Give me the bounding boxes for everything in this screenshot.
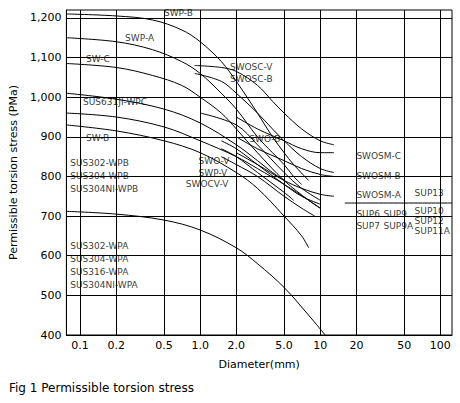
svg-text:Fig 1 Permissible torsion stre: Fig 1 Permissible torsion stress xyxy=(9,381,194,395)
svg-text:SWP-B: SWP-B xyxy=(164,8,193,18)
svg-text:5.0: 5.0 xyxy=(275,339,293,352)
svg-text:50: 50 xyxy=(397,339,411,352)
svg-text:SUP13: SUP13 xyxy=(415,188,444,198)
svg-text:SUS304NI-WPA: SUS304NI-WPA xyxy=(70,280,138,290)
svg-text:SUP11A: SUP11A xyxy=(415,226,451,236)
svg-text:SUP10: SUP10 xyxy=(415,206,444,216)
svg-text:SWOSC-V: SWOSC-V xyxy=(230,62,273,72)
svg-text:SUP7: SUP7 xyxy=(356,221,379,231)
svg-text:SUP9A: SUP9A xyxy=(383,221,413,231)
svg-text:0.1: 0.1 xyxy=(71,339,89,352)
svg-text:100: 100 xyxy=(430,339,451,352)
svg-text:500: 500 xyxy=(40,289,61,302)
svg-text:SUS302-WPB: SUS302-WPB xyxy=(70,158,129,168)
svg-text:2.0: 2.0 xyxy=(228,339,246,352)
svg-text:400: 400 xyxy=(40,329,61,342)
svg-text:SWOSC-B: SWOSC-B xyxy=(230,74,273,84)
svg-text:900: 900 xyxy=(40,130,61,143)
svg-text:10: 10 xyxy=(313,339,327,352)
svg-text:SUS304-WPB: SUS304-WPB xyxy=(70,171,129,181)
svg-text:SWOSM-C: SWOSM-C xyxy=(356,151,401,161)
svg-text:SUS316-WPA: SUS316-WPA xyxy=(70,267,129,277)
svg-text:SUS304-WPA: SUS304-WPA xyxy=(70,254,129,264)
svg-text:0.5: 0.5 xyxy=(155,339,173,352)
svg-text:1,100: 1,100 xyxy=(30,51,62,64)
svg-text:SUS304NI-WPB: SUS304NI-WPB xyxy=(70,184,138,194)
svg-text:SWP-V: SWP-V xyxy=(199,168,229,178)
svg-text:SWO-V: SWO-V xyxy=(199,156,231,166)
svg-text:0.2: 0.2 xyxy=(107,339,125,352)
svg-text:SUS631JI-WPC: SUS631JI-WPC xyxy=(83,97,147,107)
svg-text:20: 20 xyxy=(349,339,363,352)
svg-text:SWOSM-B: SWOSM-B xyxy=(356,171,400,181)
svg-text:SUS302-WPA: SUS302-WPA xyxy=(70,241,129,251)
svg-text:SUP12: SUP12 xyxy=(415,216,444,226)
svg-text:SWOCV-V: SWOCV-V xyxy=(186,179,229,189)
svg-text:SWP-A: SWP-A xyxy=(125,33,155,43)
svg-text:1.0: 1.0 xyxy=(191,339,209,352)
svg-text:1,200: 1,200 xyxy=(30,11,62,24)
svg-text:SW-C: SW-C xyxy=(86,54,110,64)
svg-text:Permissible torsion stress (PM: Permissible torsion stress (PMa) xyxy=(7,85,20,260)
svg-text:SUP9: SUP9 xyxy=(383,209,407,219)
svg-text:SWOSM-A: SWOSM-A xyxy=(356,190,401,200)
svg-text:SWO-B: SWO-B xyxy=(249,133,281,144)
svg-text:SW-B: SW-B xyxy=(86,133,109,143)
svg-text:SUP6: SUP6 xyxy=(356,209,380,219)
svg-text:600: 600 xyxy=(40,249,61,262)
svg-text:700: 700 xyxy=(40,210,61,223)
svg-text:Diameter(mm): Diameter(mm) xyxy=(219,358,300,371)
svg-text:1,000: 1,000 xyxy=(30,91,62,104)
svg-text:800: 800 xyxy=(40,170,61,183)
